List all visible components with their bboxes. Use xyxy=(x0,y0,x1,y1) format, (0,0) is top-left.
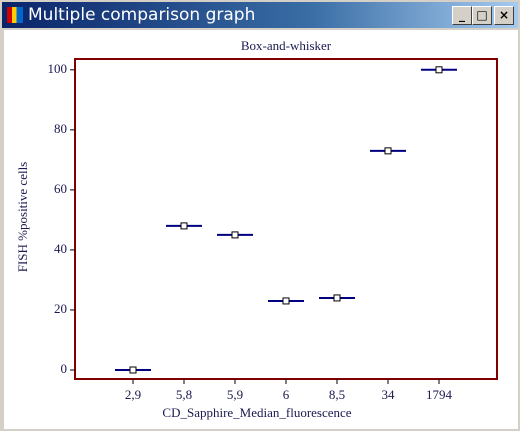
x-tick-label: 8,5 xyxy=(329,387,345,402)
y-tick-label: 100 xyxy=(48,61,68,76)
median-marker xyxy=(129,366,137,374)
maximize-button[interactable]: □ xyxy=(472,6,492,25)
median-marker xyxy=(435,66,443,74)
median-marker xyxy=(180,222,188,230)
plot-frame xyxy=(74,58,498,380)
y-tick-label: 20 xyxy=(54,301,67,316)
x-tick-label: 2,9 xyxy=(125,387,141,402)
y-tick-label: 60 xyxy=(54,181,67,196)
x-tick-label: 5,8 xyxy=(176,387,192,402)
x-tick-label: 34 xyxy=(382,387,396,402)
y-tick-label: 80 xyxy=(54,121,67,136)
title-bar: Multiple comparison graph _ □ × xyxy=(2,2,518,28)
y-tick-label: 40 xyxy=(54,241,67,256)
chart: Box-and-whisker CD_Sapphire_Median_fluor… xyxy=(4,30,518,429)
x-axis-label: CD_Sapphire_Median_fluorescence xyxy=(162,405,351,420)
median-marker xyxy=(231,231,239,239)
x-tick-label: 5,9 xyxy=(227,387,243,402)
close-button[interactable]: × xyxy=(494,6,514,25)
median-marker xyxy=(384,147,392,155)
chart-title: Box-and-whisker xyxy=(241,38,332,53)
y-axis-label: FISH %positive cells xyxy=(15,162,30,273)
x-tick-label: 1794 xyxy=(426,387,453,402)
minimize-button[interactable]: _ xyxy=(452,6,472,25)
median-marker xyxy=(333,294,341,302)
x-tick-label: 6 xyxy=(283,387,290,402)
y-tick-label: 0 xyxy=(61,361,68,376)
app-icon xyxy=(7,7,23,23)
window-title: Multiple comparison graph xyxy=(28,5,256,25)
median-marker xyxy=(282,297,290,305)
